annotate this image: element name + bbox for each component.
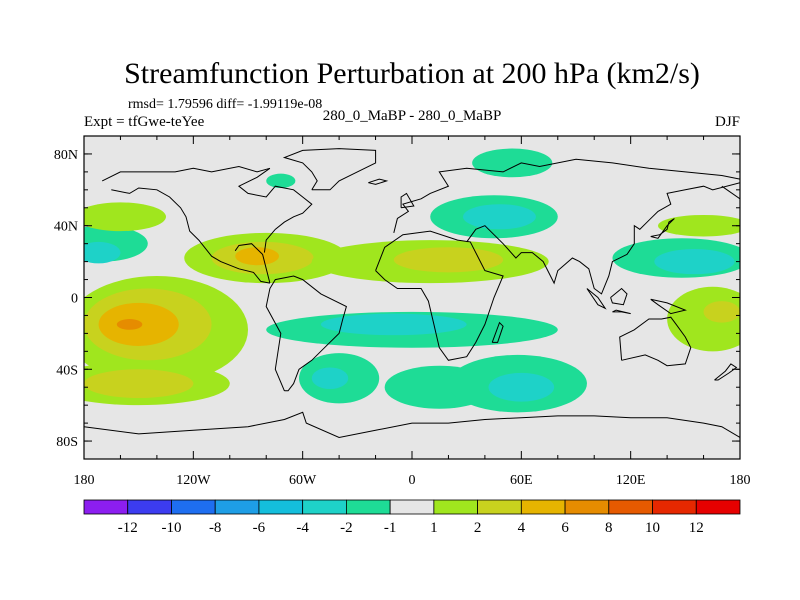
colorbar-label: -6	[253, 520, 266, 536]
contour-region-4	[311, 367, 349, 390]
coastline-segment-18	[400, 192, 415, 209]
y-tick-label: 80S	[56, 435, 78, 450]
x-tick-label: 120E	[616, 473, 646, 488]
colorbar-swatch-8	[433, 499, 479, 515]
contour-fills	[84, 148, 740, 413]
coastline-segment-8	[237, 167, 313, 253]
contour-region-6	[488, 372, 555, 402]
contour-region-19	[393, 247, 504, 273]
contour-region-21	[84, 241, 121, 264]
y-tick-label: 80N	[54, 148, 78, 163]
coastline-segment-3	[466, 182, 740, 295]
x-tick-label: 0	[409, 473, 416, 488]
coastline-segment-6	[111, 187, 270, 284]
colorbar-label: 12	[689, 520, 704, 536]
coastline-segment-2	[393, 158, 740, 234]
y-tick-label: 40N	[54, 220, 78, 235]
comparison-label: 280_0_MaBP - 280_0_MaBP	[323, 108, 502, 124]
coastline-segment-14	[612, 309, 631, 315]
contour-region-29	[658, 214, 740, 237]
contour-region-25	[472, 148, 553, 178]
coastline-segment-11	[714, 363, 738, 381]
colorbar-swatch-12	[608, 499, 653, 515]
season-label: DJF	[715, 114, 740, 130]
colorbar-label: 1	[430, 520, 438, 536]
coastline-segment-5	[101, 165, 271, 182]
colorbar-label: 4	[518, 520, 526, 536]
colorbar-label: -12	[118, 520, 138, 536]
x-tick-label: 180	[730, 473, 751, 488]
x-tick-label: 60W	[289, 473, 317, 488]
x-tick-label: 120W	[176, 473, 211, 488]
colorbar-swatch-4	[258, 499, 304, 515]
contour-region-26	[266, 173, 296, 189]
y-axis: 80N 40N 0 40S 80S	[54, 135, 740, 460]
colorbar-label: -1	[384, 520, 397, 536]
y-tick-label: 40S	[56, 363, 78, 378]
colorbar-swatch-3	[214, 499, 260, 515]
colorbar-swatch-2	[171, 499, 216, 515]
coastlines	[84, 148, 740, 439]
colorbar-swatch-11	[564, 499, 610, 515]
colorbar-swatch-6	[345, 499, 391, 515]
coastline-segment-1	[375, 230, 504, 361]
contour-region-1	[320, 313, 467, 336]
coastline-segment-15	[610, 287, 628, 306]
colorbar-label: 6	[561, 520, 569, 536]
colorbar-swatch-5	[302, 499, 347, 515]
coastline-segment-17	[368, 178, 389, 185]
coastline-segment-9	[282, 148, 377, 191]
colorbar-swatch-0	[83, 499, 129, 515]
experiment-label: Expt = tfGwe-teYee	[84, 114, 205, 130]
coastline-segment-13	[586, 288, 607, 310]
x-tick-label: 60E	[510, 473, 533, 488]
y-tick-label: 0	[71, 292, 78, 307]
colorbar-label: 8	[605, 520, 613, 536]
coastline-segment-16	[650, 298, 687, 315]
contour-region-22	[84, 202, 166, 232]
colorbar-swatch-9	[477, 499, 522, 515]
colorbar-swatch-10	[520, 499, 566, 515]
contour-region-14	[703, 301, 740, 323]
contour-region-10	[116, 319, 143, 330]
coastline-segment-20	[84, 411, 740, 439]
colorbar-swatch-14	[695, 499, 741, 515]
chart-title: Streamfunction Perturbation at 200 hPa (…	[124, 57, 700, 90]
colorbar-swatch-1	[127, 499, 172, 515]
contour-region-28	[654, 249, 735, 275]
colorbar-label: -2	[340, 520, 353, 536]
colorbar-label: 2	[474, 520, 482, 536]
contour-region-17	[235, 247, 279, 266]
colorbar-label: -10	[161, 520, 181, 536]
contour-region-12	[84, 369, 194, 398]
colorbar-swatch-13	[652, 499, 697, 515]
colorbar-swatch-7	[389, 499, 435, 515]
coastline-segment-4	[721, 185, 740, 200]
contour-region-24	[463, 204, 536, 230]
x-axis: 180 120W 60W 0 60E 120E 180	[74, 136, 751, 488]
coastline-segment-7	[234, 243, 271, 284]
coastline-segment-0	[265, 275, 347, 392]
coastline-segment-10	[619, 316, 692, 367]
coastline-segment-12	[650, 218, 675, 239]
coastline-segment-19	[491, 321, 504, 343]
colorbar-label: 10	[645, 520, 660, 536]
x-tick-label: 180	[74, 473, 95, 488]
colorbar-label: -4	[296, 520, 309, 536]
colorbar: -12 -10 -8 -6 -4 -2 -1 1 2 4 6 8 10 12	[83, 499, 741, 536]
stats-label: rmsd= 1.79596 diff= -1.99119e-08	[128, 97, 322, 112]
colorbar-label: -8	[209, 520, 222, 536]
